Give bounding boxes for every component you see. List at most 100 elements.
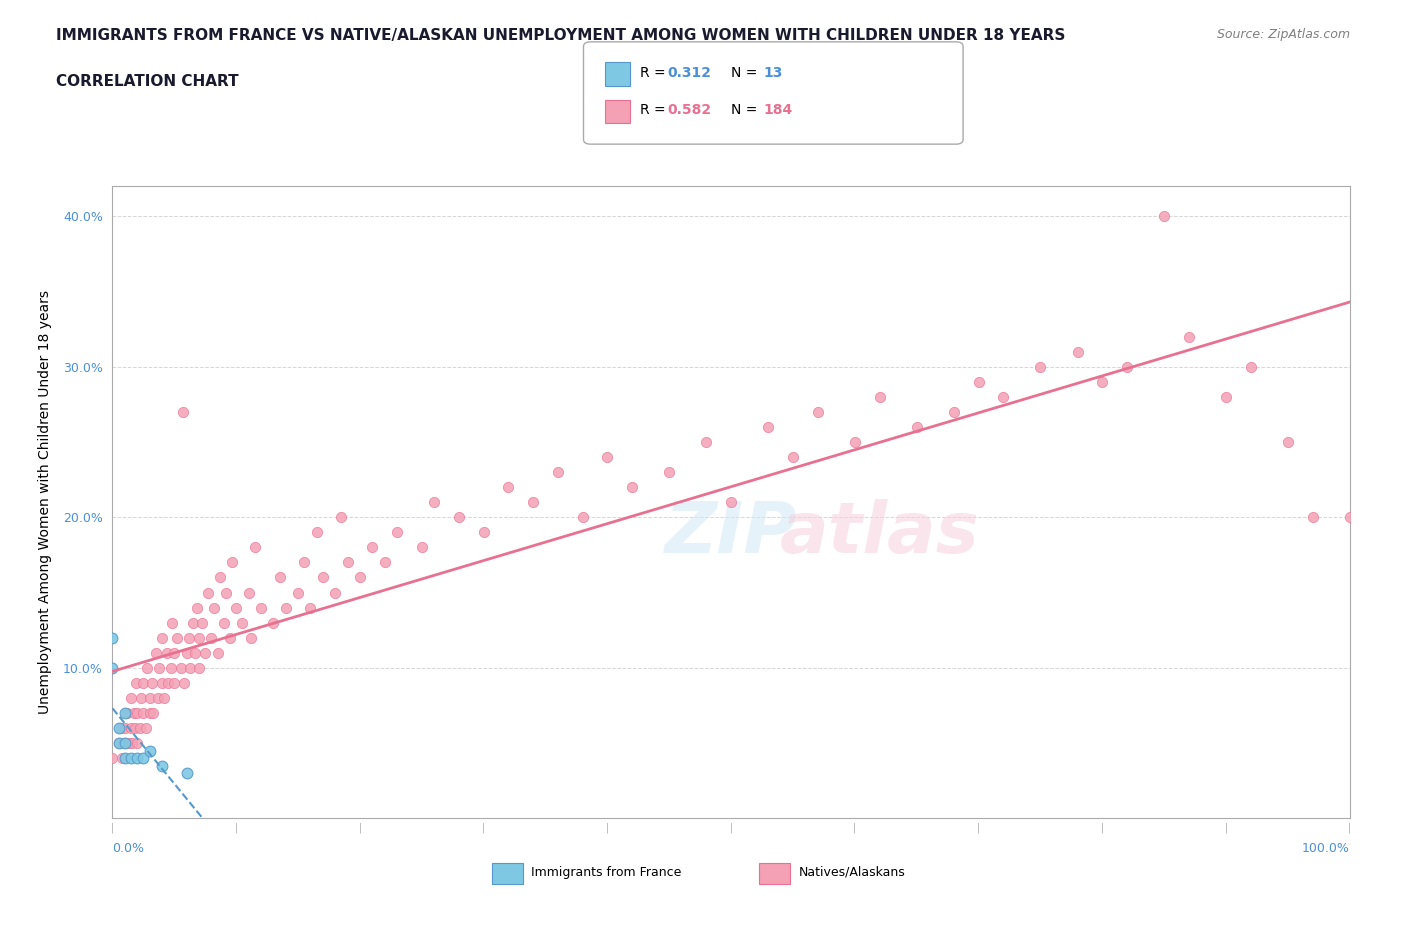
Point [1302,510,1324,525]
Text: |: | [1348,822,1351,832]
Point [153,690,176,705]
Point [127,706,149,721]
Text: atlas: atlas [780,499,980,568]
Point [114,736,136,751]
Point [447,510,470,525]
Point [305,525,328,539]
Point [292,555,315,570]
Point [132,675,155,690]
Point [596,449,619,464]
Text: 0.0%: 0.0% [112,842,145,855]
Point [807,405,830,419]
Point [1215,390,1237,405]
Point [169,660,191,675]
Point [756,419,779,434]
Point [197,585,219,600]
Point [250,600,273,615]
Point [240,631,263,645]
Point [243,540,266,555]
Point [658,465,681,480]
Point [179,660,201,675]
Point [1178,329,1201,344]
Point [107,736,129,751]
Point [1153,208,1175,223]
Point [231,616,253,631]
Point [124,721,146,736]
Text: IMMIGRANTS FROM FRANCE VS NATIVE/ALASKAN UNEMPLOYMENT AMONG WOMEN WITH CHILDREN : IMMIGRANTS FROM FRANCE VS NATIVE/ALASKAN… [56,28,1066,43]
Text: |: | [359,822,361,832]
Point [128,721,150,736]
Point [262,616,284,631]
Point [136,660,159,675]
Point [138,690,160,705]
Point [166,631,188,645]
Point [498,480,520,495]
Point [150,758,173,773]
Text: |: | [853,822,856,832]
Point [269,570,291,585]
Point [176,645,198,660]
Point [125,675,148,690]
Text: CORRELATION CHART: CORRELATION CHART [56,74,239,89]
Point [148,660,170,675]
Point [160,616,183,631]
Point [101,631,124,645]
Point [361,540,384,555]
Point [110,721,132,736]
Point [869,390,891,405]
Point [121,736,143,751]
Point [114,721,136,736]
Text: ZIP: ZIP [665,499,797,568]
Point [188,660,211,675]
Text: N =: N = [731,65,762,80]
Point [349,570,371,585]
Point [274,600,297,615]
Point [122,706,145,721]
Point [135,721,157,736]
Text: 0.582: 0.582 [668,102,711,117]
Point [148,690,170,705]
Point [411,540,433,555]
Point [212,616,235,631]
Point [141,675,163,690]
Point [101,751,124,765]
Point [215,585,238,600]
Text: 0.312: 0.312 [668,65,711,80]
Point [1091,374,1114,389]
Point [336,555,359,570]
Point [120,721,142,736]
Point [695,434,717,449]
Point [1029,359,1052,374]
Point [179,631,201,645]
Y-axis label: Unemployment Among Women with Children Under 18 years: Unemployment Among Women with Children U… [38,290,52,714]
Text: |: | [730,822,733,832]
Point [127,751,149,765]
Point [905,419,928,434]
Point [127,736,149,751]
Text: Source: ZipAtlas.com: Source: ZipAtlas.com [1216,28,1350,41]
Point [186,600,208,615]
Text: 13: 13 [763,65,783,80]
Point [114,751,136,765]
Point [163,675,186,690]
Text: |: | [111,822,114,832]
Point [114,706,136,721]
Point [621,480,644,495]
Text: R =: R = [640,65,669,80]
Point [423,495,446,510]
Point [967,374,990,389]
Point [1339,510,1361,525]
Point [209,570,232,585]
Point [173,675,195,690]
Text: R =: R = [640,102,669,117]
Point [472,525,495,539]
Point [117,706,139,721]
Point [194,645,217,660]
Point [157,675,180,690]
Point [330,510,353,525]
Point [1066,344,1088,359]
Point [219,631,242,645]
Point [571,510,593,525]
Point [132,706,155,721]
Point [299,600,322,615]
